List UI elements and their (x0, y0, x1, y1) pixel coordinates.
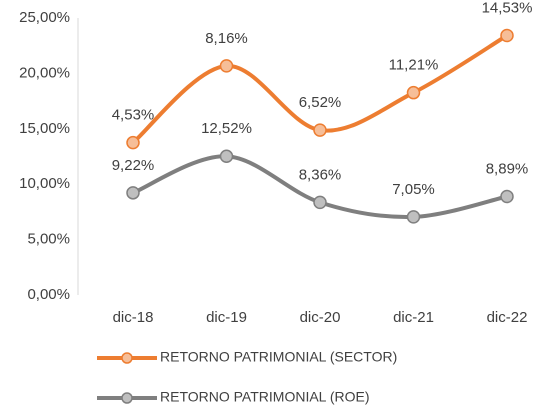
point (313, 195, 327, 210)
data-label: 4,53% (112, 107, 155, 124)
legend-label: RETORNO PATRIMONIAL (ROE) (160, 389, 370, 405)
x-tick-label: dic-18 (113, 309, 154, 326)
data-label: 8,16% (205, 30, 248, 47)
legend-label: RETORNO PATRIMONIAL (SECTOR) (160, 349, 397, 365)
data-label: 11,21% (389, 57, 439, 74)
data-label: 8,89% (486, 160, 529, 177)
point (406, 210, 421, 224)
x-tick-label: dic-21 (393, 309, 434, 326)
data-label: 9,22% (112, 157, 155, 174)
data-label: 7,05% (392, 181, 435, 198)
point (500, 189, 514, 204)
x-tick-label: dic-19 (206, 309, 247, 326)
point (126, 135, 140, 150)
legend-marker (121, 392, 133, 404)
point (313, 123, 327, 137)
point (219, 59, 234, 73)
data-label: 14,53% (482, 0, 533, 16)
data-label: 8,36% (299, 166, 342, 183)
legend-marker (121, 352, 133, 364)
y-tick-label: 5,00% (27, 231, 70, 248)
x-tick-label: dic-22 (487, 309, 528, 326)
data-label: 6,52% (299, 94, 342, 111)
point (500, 28, 514, 43)
point (126, 186, 140, 200)
data-label: 12,52% (201, 120, 252, 137)
y-tick-label: 25,00% (19, 9, 70, 26)
y-tick-label: 15,00% (19, 120, 70, 137)
y-tick-label: 0,00% (27, 286, 70, 303)
point (219, 149, 234, 164)
y-tick-label: 20,00% (19, 64, 70, 81)
x-tick-label: dic-20 (300, 309, 341, 326)
point (406, 85, 421, 100)
y-tick-label: 10,00% (19, 175, 70, 192)
